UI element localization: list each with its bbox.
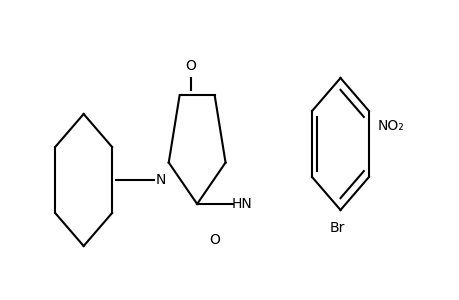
Text: Br: Br <box>329 221 344 235</box>
Text: NO₂: NO₂ <box>377 119 404 133</box>
Text: O: O <box>185 59 196 73</box>
Text: O: O <box>209 233 220 247</box>
Text: N: N <box>156 173 166 187</box>
Text: HN: HN <box>231 197 252 211</box>
